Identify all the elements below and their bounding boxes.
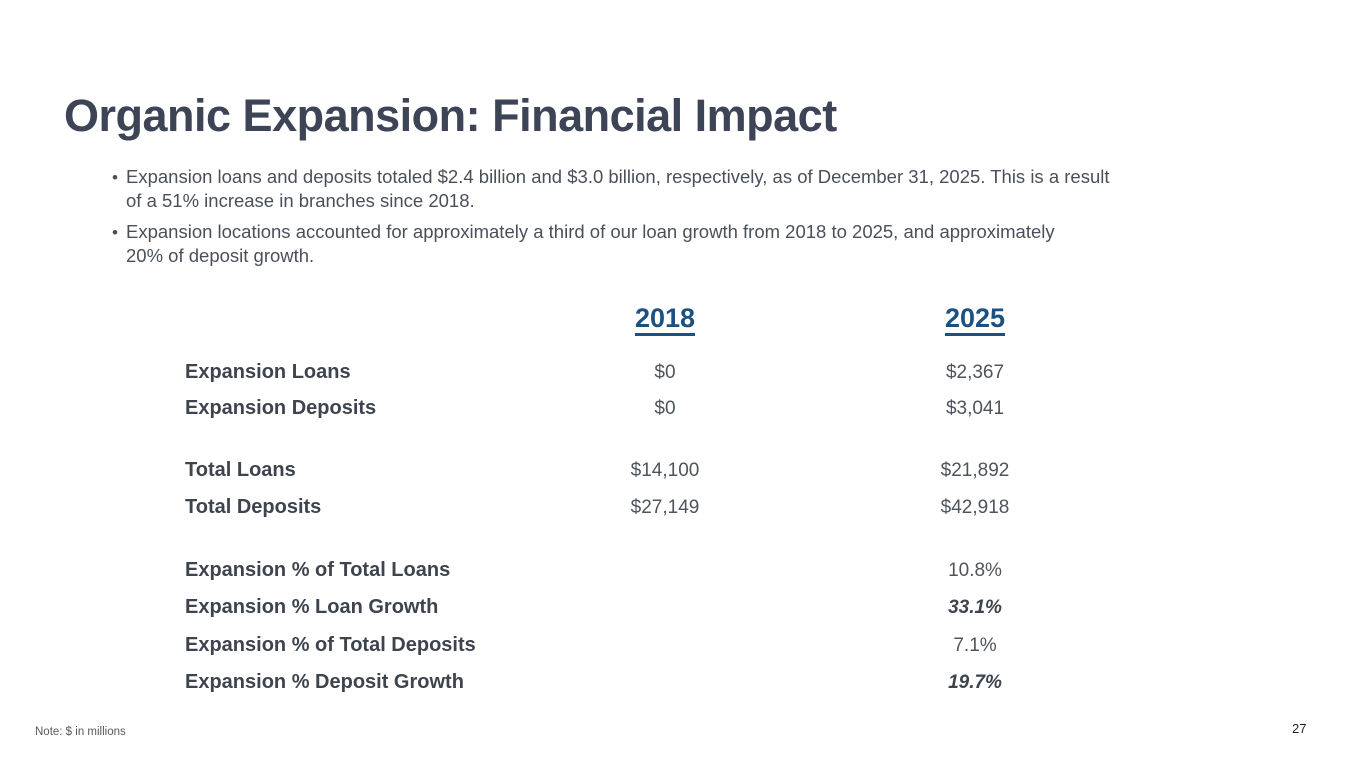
bullet-line: Expansion locations accounted for approx… — [126, 221, 1055, 242]
column-header-2018: 2018 — [634, 303, 696, 333]
table-row: Expansion Loans $0 $2,367 — [185, 360, 1095, 386]
table-row: Expansion % of Total Deposits 7.1% — [185, 633, 1095, 659]
value-2025: $21,892 — [940, 460, 1010, 481]
row-label: Total Loans — [185, 459, 296, 481]
row-label: Expansion % Deposit Growth — [185, 671, 464, 693]
row-label: Expansion Deposits — [185, 397, 377, 419]
value-2018: $27,149 — [630, 497, 700, 518]
row-label: Expansion % of Total Deposits — [185, 634, 476, 656]
column-header-2025: 2025 — [944, 303, 1006, 333]
bullet-text: Expansion loans and deposits totaled $2.… — [126, 165, 1110, 213]
row-label: Expansion Loans — [185, 361, 351, 383]
table-row: Total Loans $14,100 $21,892 — [185, 458, 1095, 484]
table-row: Expansion % of Total Loans 10.8% — [185, 558, 1095, 584]
bullet-item: Expansion loans and deposits totaled $2.… — [112, 165, 1160, 213]
row-label: Expansion % Loan Growth — [185, 596, 439, 618]
value-2025: 7.1% — [953, 635, 997, 656]
table-row: Expansion % Deposit Growth 19.7% — [185, 670, 1095, 696]
row-label: Total Deposits — [185, 496, 322, 518]
bullet-marker — [112, 220, 126, 268]
value-2018: $0 — [654, 362, 676, 383]
value-2025: 10.8% — [948, 560, 1002, 581]
bullet-text: Expansion locations accounted for approx… — [126, 220, 1055, 268]
value-2018: $14,100 — [630, 460, 700, 481]
bullet-list: Expansion loans and deposits totaled $2.… — [112, 165, 1160, 275]
value-2025: $42,918 — [940, 497, 1010, 518]
table-row: Expansion % Loan Growth 33.1% — [185, 595, 1095, 621]
value-2018: $0 — [654, 398, 676, 419]
bullet-line: Expansion loans and deposits totaled $2.… — [126, 166, 1110, 187]
value-2025: $2,367 — [945, 362, 1005, 383]
row-label: Expansion % of Total Loans — [185, 559, 451, 581]
bullet-item: Expansion locations accounted for approx… — [112, 220, 1160, 268]
financial-table: 2018 2025 Expansion Loans $0 $2,367 Expa… — [185, 300, 1095, 710]
table-row: Total Deposits $27,149 $42,918 — [185, 495, 1095, 521]
bullet-line: of a 51% increase in branches since 2018… — [126, 190, 475, 211]
value-2025: 19.7% — [948, 672, 1002, 693]
bullet-marker — [112, 165, 126, 213]
slide-title: Organic Expansion: Financial Impact — [64, 90, 837, 142]
page-number: 27 — [1292, 721, 1307, 736]
table-row: Expansion Deposits $0 $3,041 — [185, 396, 1095, 422]
bullet-line: 20% of deposit growth. — [126, 245, 315, 266]
footnote: Note: $ in millions — [35, 726, 126, 738]
value-2025: $3,041 — [945, 398, 1005, 419]
value-2025: 33.1% — [948, 597, 1002, 618]
